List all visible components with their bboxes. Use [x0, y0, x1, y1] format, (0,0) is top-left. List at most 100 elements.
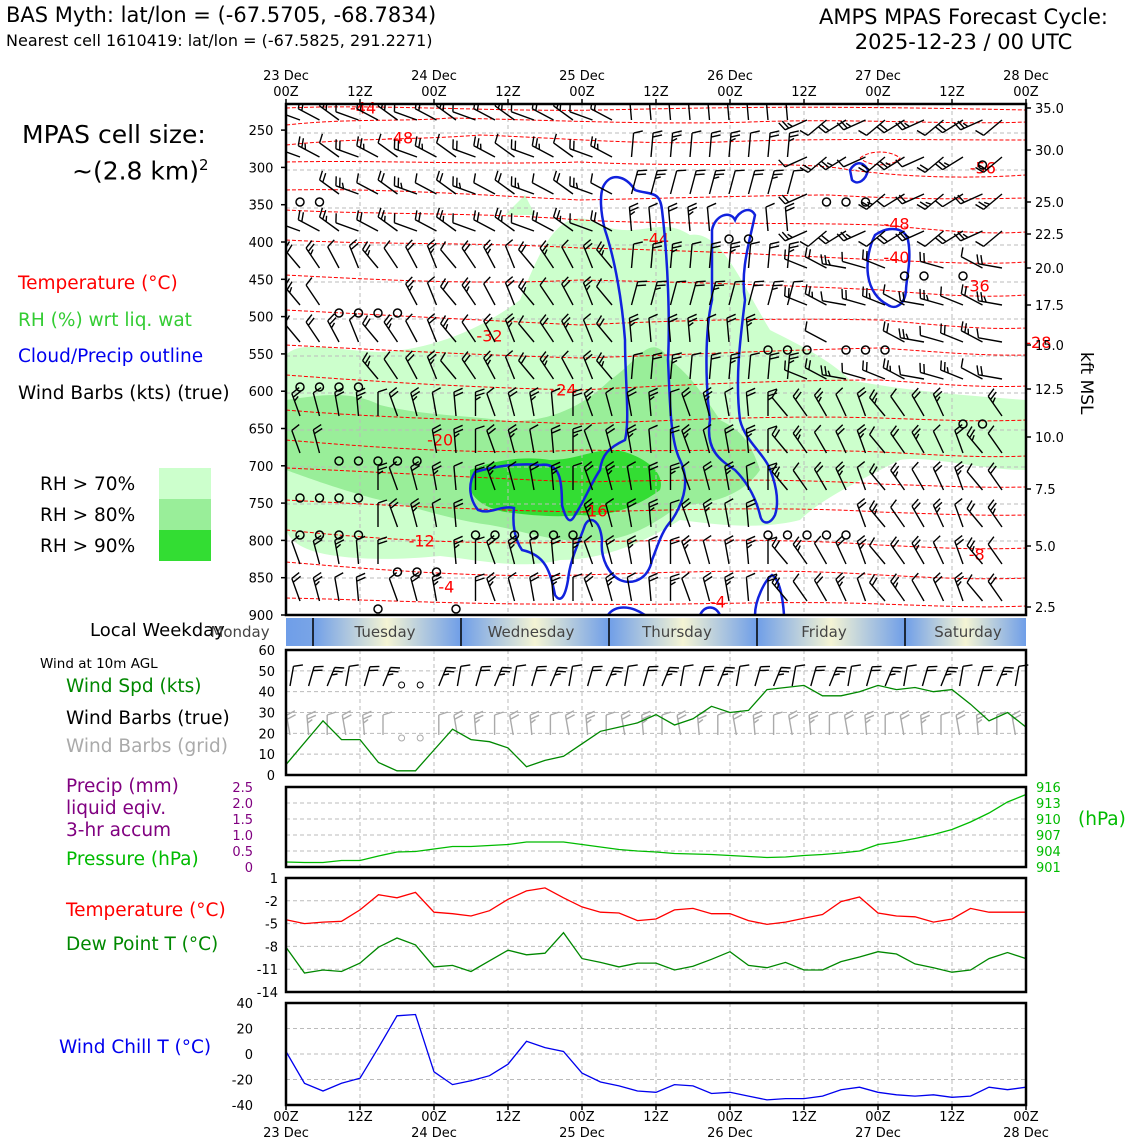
main-wind-barb — [960, 284, 983, 306]
surface-wind-barb-grid — [341, 710, 352, 736]
main-wind-barb — [724, 461, 735, 491]
main-wind-barb — [820, 291, 847, 306]
main-wind-barb — [305, 314, 321, 343]
kft-tick-label: 17.5 — [1035, 299, 1064, 314]
main-wind-barb — [669, 169, 687, 195]
main-wind-barb — [858, 156, 886, 173]
main-wind-barb — [552, 133, 574, 158]
temp-ytick-label: -2 — [265, 895, 278, 910]
cycle-title-line: AMPS MPAS Forecast Cycle: — [819, 5, 1108, 29]
main-wind-barb — [858, 230, 886, 247]
precip-ytick-label: 2.5 — [232, 781, 253, 796]
main-wind-barb — [393, 104, 418, 121]
temperature-panel-label: Temperature (°C) — [66, 900, 226, 921]
main-wind-barb — [728, 352, 741, 380]
main-wind-barb — [518, 315, 535, 343]
main-wind-barb — [486, 387, 496, 417]
main-wind-barb — [708, 352, 721, 380]
main-wind-barb — [405, 239, 418, 269]
surface-wind-barb-grid — [641, 710, 651, 736]
bottom-time-label: 12Z — [939, 1110, 965, 1125]
surface-wind-barb-true — [605, 666, 624, 687]
surface-wind-barb-true — [549, 666, 568, 687]
surface-wind-barb-grid — [676, 710, 687, 736]
surface-wind-barb-grid — [899, 710, 910, 736]
main-wind-barb — [572, 573, 583, 601]
top-date-label: 26 Dec — [707, 69, 753, 84]
main-wind-barb — [898, 365, 925, 380]
main-wind-barb — [890, 573, 906, 602]
surface-wind-barb-true — [791, 664, 806, 687]
wind-ytick-label: 0 — [267, 769, 275, 784]
main-wind-barb — [669, 462, 680, 490]
calm-marker — [373, 308, 383, 318]
main-wind-barb — [976, 328, 1003, 343]
main-wind-barb — [681, 424, 692, 454]
main-wind-barb — [539, 351, 555, 380]
hpa-unit-label: (hPa) — [1078, 809, 1126, 830]
main-wind-barb — [708, 241, 721, 269]
main-wind-barb — [785, 104, 789, 121]
surface-wind-barb-grid — [549, 711, 560, 735]
pressure-tick-label: 550 — [249, 348, 274, 363]
main-wind-barb — [518, 278, 535, 306]
main-wind-barb — [650, 169, 667, 195]
calm-marker — [373, 456, 383, 466]
temp-contour-label: -40 — [883, 248, 909, 267]
main-wind-barb — [486, 535, 497, 565]
main-wind-barb — [966, 574, 984, 602]
main-wind-barb — [550, 387, 561, 417]
main-wind-barb — [724, 572, 735, 602]
main-wind-barb — [975, 193, 1003, 210]
main-wind-barb — [898, 291, 925, 306]
main-wind-barb — [784, 286, 808, 306]
main-wind-barb — [767, 388, 778, 416]
main-wind-barb — [572, 536, 583, 564]
main-wind-barb — [689, 169, 706, 195]
main-wind-barb — [767, 280, 784, 306]
main-wind-barb — [820, 365, 847, 380]
main-wind-barb — [518, 352, 535, 380]
main-wind-barb — [835, 387, 847, 417]
main-wind-barb — [507, 572, 517, 602]
calm-marker — [334, 530, 344, 540]
main-wind-barb — [895, 119, 925, 131]
bottom-date-label: 23 Dec — [263, 1126, 309, 1140]
main-wind-barb — [932, 572, 945, 602]
calm-marker — [860, 197, 871, 207]
surface-wind-barb-grid — [306, 710, 317, 736]
main-wind-barb — [388, 461, 399, 491]
main-wind-barb — [518, 241, 535, 269]
calm-marker — [412, 567, 422, 577]
main-wind-barb — [572, 388, 583, 416]
calm-marker-grid — [398, 734, 406, 742]
main-wind-barb — [504, 239, 516, 269]
main-wind-barb — [582, 350, 594, 380]
main-wind-barb — [745, 424, 756, 454]
main-wind-barb — [726, 313, 737, 343]
main-wind-barb — [975, 119, 1003, 136]
main-wind-barb — [426, 239, 438, 269]
calm-marker — [392, 456, 403, 466]
rh80-swatch — [159, 499, 211, 530]
main-wind-barb — [669, 499, 680, 527]
main-wind-barb — [767, 241, 780, 269]
weekday-label: Local Weekday — [90, 620, 225, 641]
surface-wind-barb-true — [884, 666, 903, 687]
surface-wind-barb-true — [289, 664, 304, 687]
main-wind-barb — [786, 352, 799, 380]
surface-wind-barb-true — [903, 664, 917, 687]
main-wind-barb — [953, 230, 983, 242]
main-wind-barb — [582, 239, 594, 269]
wind-ytick-label: 40 — [258, 686, 275, 701]
main-wind-barb — [291, 572, 302, 602]
main-wind-barb — [681, 387, 692, 417]
precip-ytick-label: 1.5 — [232, 813, 253, 828]
wind-speed-panel-frame — [284, 648, 1028, 777]
main-wind-barb — [510, 213, 535, 232]
main-wind-barb — [856, 424, 867, 454]
surface-wind-barb-grid — [996, 711, 1007, 735]
main-wind-barb — [648, 424, 658, 454]
weekday-bar-friday — [757, 618, 905, 646]
weekday-bar-saturday — [905, 618, 1026, 646]
